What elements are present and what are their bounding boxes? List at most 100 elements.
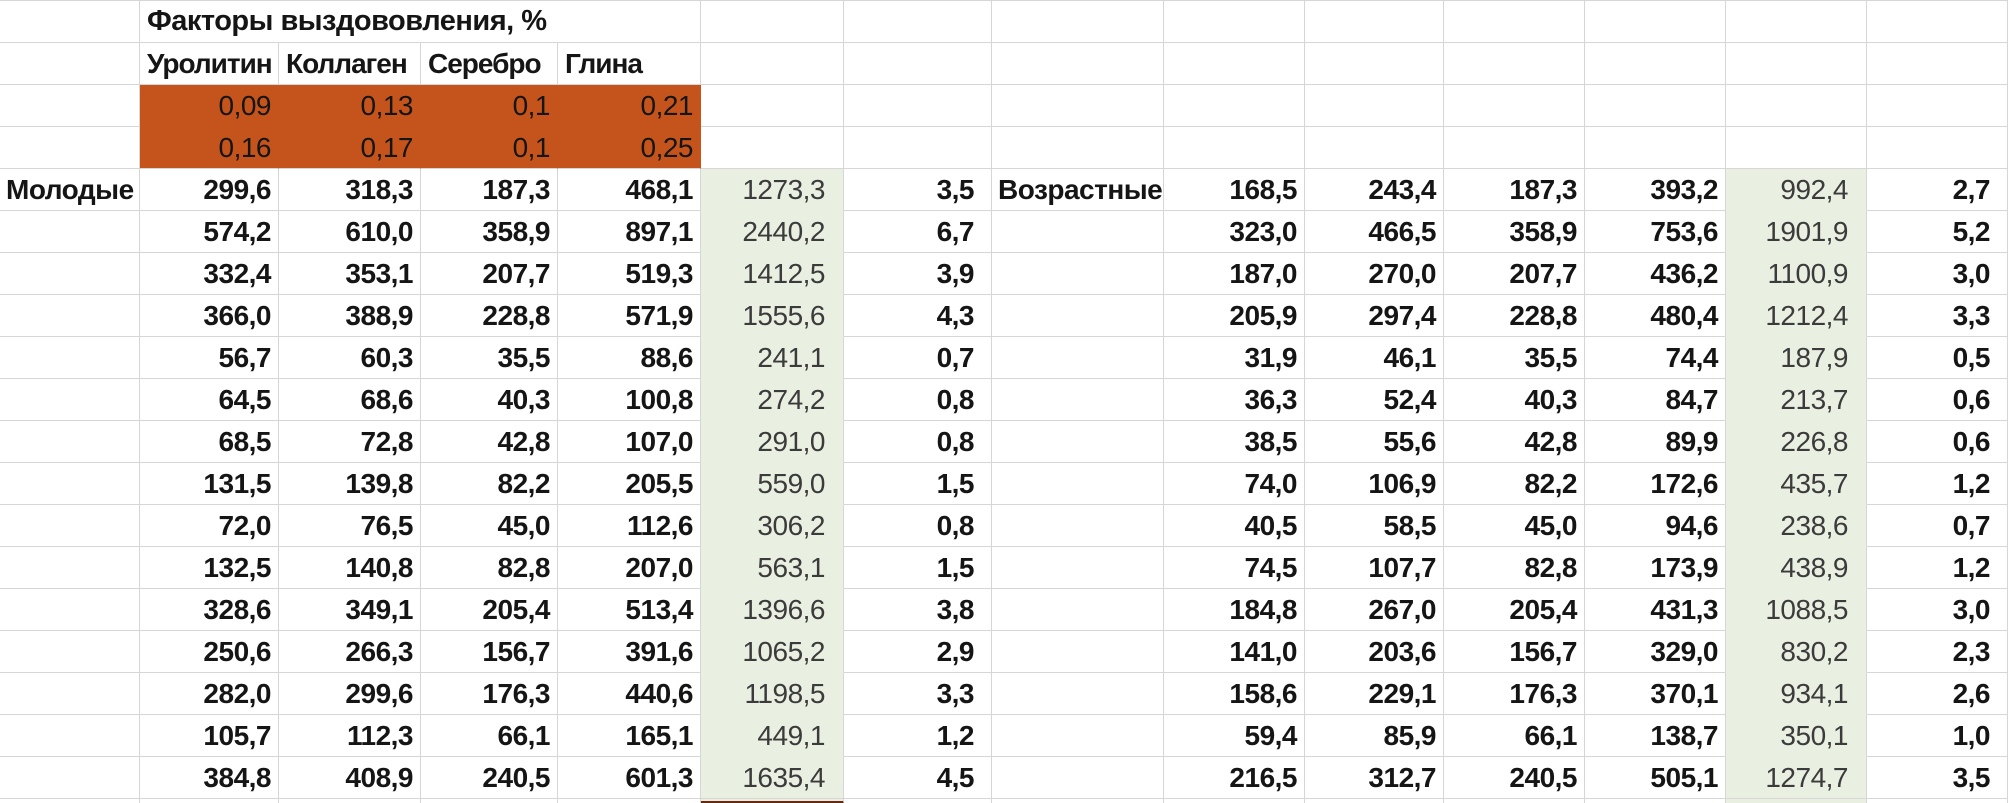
sum-cell[interactable]: 238,6: [1726, 505, 1867, 547]
value-cell[interactable]: 505,1: [1585, 757, 1726, 799]
value-cell[interactable]: 228,8: [1444, 295, 1585, 337]
value-cell[interactable]: 205,5: [558, 463, 701, 505]
empty-cell[interactable]: [0, 547, 140, 589]
factor-value-cell[interactable]: 0,13: [279, 85, 421, 127]
value-cell[interactable]: 100,8: [558, 379, 701, 421]
value-cell[interactable]: 112,3: [279, 715, 421, 757]
column-header-urolitin[interactable]: Уролитин: [140, 43, 279, 85]
empty-cell[interactable]: [0, 379, 140, 421]
empty-cell[interactable]: [1585, 43, 1726, 85]
value-cell[interactable]: 60,3: [279, 337, 421, 379]
ratio-cell[interactable]: 4,3: [844, 295, 992, 337]
group-label-young[interactable]: Молодые: [0, 169, 140, 211]
ratio-cell[interactable]: 3,5: [1867, 757, 2008, 799]
ratio-cell[interactable]: 3,3: [844, 673, 992, 715]
value-cell[interactable]: 40,5: [1164, 505, 1305, 547]
empty-cell[interactable]: [0, 211, 140, 253]
value-cell[interactable]: 40,3: [421, 379, 558, 421]
empty-cell[interactable]: [844, 43, 992, 85]
empty-cell[interactable]: [992, 631, 1164, 673]
column-header-kollagen[interactable]: Коллаген: [279, 43, 421, 85]
value-cell[interactable]: 176,3: [1444, 673, 1585, 715]
factor-value-cell[interactable]: 0,25: [558, 127, 701, 169]
value-cell[interactable]: 297,4: [1305, 295, 1444, 337]
sum-cell[interactable]: 830,2: [1726, 631, 1867, 673]
ratio-cell[interactable]: 1,2: [844, 715, 992, 757]
empty-cell[interactable]: [0, 463, 140, 505]
value-cell[interactable]: 408,9: [279, 757, 421, 799]
value-cell[interactable]: 59,4: [1164, 715, 1305, 757]
empty-cell[interactable]: [0, 589, 140, 631]
value-cell[interactable]: 56,7: [140, 337, 279, 379]
empty-cell[interactable]: [1444, 1, 1585, 43]
sum-cell[interactable]: 274,2: [701, 379, 844, 421]
value-cell[interactable]: 318,3: [279, 169, 421, 211]
value-cell[interactable]: 187,0: [1164, 253, 1305, 295]
empty-cell[interactable]: [844, 127, 992, 169]
value-cell[interactable]: 207,0: [558, 547, 701, 589]
value-cell[interactable]: 35,5: [1444, 337, 1585, 379]
ratio-cell[interactable]: 4,5: [844, 757, 992, 799]
value-cell[interactable]: 94,6: [1585, 505, 1726, 547]
value-cell[interactable]: 299,6: [140, 169, 279, 211]
empty-cell[interactable]: [1585, 1, 1726, 43]
empty-cell[interactable]: [0, 253, 140, 295]
value-cell[interactable]: 266,3: [279, 631, 421, 673]
ratio-cell[interactable]: 3,8: [844, 589, 992, 631]
empty-cell[interactable]: [0, 715, 140, 757]
value-cell[interactable]: 58,5: [1305, 505, 1444, 547]
empty-cell[interactable]: [992, 43, 1164, 85]
value-cell[interactable]: 82,8: [421, 547, 558, 589]
ratio-cell[interactable]: 3,3: [1867, 295, 2008, 337]
value-cell[interactable]: 82,8: [1444, 547, 1585, 589]
value-cell[interactable]: 205,4: [1444, 589, 1585, 631]
ratio-cell[interactable]: 3,5: [844, 169, 992, 211]
value-cell[interactable]: 74,0: [1164, 463, 1305, 505]
value-cell[interactable]: 45,0: [421, 505, 558, 547]
value-cell[interactable]: 52,4: [1305, 379, 1444, 421]
ratio-cell[interactable]: 0,6: [1867, 379, 2008, 421]
value-cell[interactable]: 84,7: [1585, 379, 1726, 421]
value-cell[interactable]: 31,9: [1164, 337, 1305, 379]
value-cell[interactable]: 74,4: [1585, 337, 1726, 379]
ratio-cell[interactable]: 2,3: [1867, 631, 2008, 673]
empty-cell[interactable]: [844, 1, 992, 43]
empty-cell[interactable]: [0, 43, 140, 85]
value-cell[interactable]: 358,9: [421, 211, 558, 253]
ratio-cell[interactable]: 1,2: [1867, 547, 2008, 589]
empty-cell[interactable]: [701, 85, 844, 127]
value-cell[interactable]: 328,6: [140, 589, 279, 631]
value-cell[interactable]: 156,7: [1444, 631, 1585, 673]
ratio-cell[interactable]: 2,7: [1867, 169, 2008, 211]
value-cell[interactable]: 72,8: [279, 421, 421, 463]
factor-value-cell[interactable]: 0,1: [421, 127, 558, 169]
empty-cell[interactable]: [0, 505, 140, 547]
value-cell[interactable]: 88,6: [558, 337, 701, 379]
value-cell[interactable]: 519,3: [558, 253, 701, 295]
empty-cell[interactable]: [1305, 1, 1444, 43]
value-cell[interactable]: 388,9: [279, 295, 421, 337]
empty-cell[interactable]: [1867, 43, 2008, 85]
value-cell[interactable]: 76,5: [279, 505, 421, 547]
empty-cell[interactable]: [1726, 127, 1867, 169]
value-cell[interactable]: 391,6: [558, 631, 701, 673]
sum-cell[interactable]: 187,9: [1726, 337, 1867, 379]
value-cell[interactable]: 106,9: [1305, 463, 1444, 505]
column-header-serebro[interactable]: Серебро: [421, 43, 558, 85]
ratio-cell[interactable]: 1,5: [844, 463, 992, 505]
empty-cell[interactable]: [1726, 85, 1867, 127]
ratio-cell[interactable]: 6,7: [844, 211, 992, 253]
sum-cell[interactable]: 449,1: [701, 715, 844, 757]
empty-cell[interactable]: [0, 295, 140, 337]
factor-value-cell[interactable]: 0,16: [140, 127, 279, 169]
value-cell[interactable]: 468,1: [558, 169, 701, 211]
empty-cell[interactable]: [1444, 85, 1585, 127]
empty-cell[interactable]: [992, 463, 1164, 505]
sum-cell[interactable]: 934,1: [1726, 673, 1867, 715]
empty-cell[interactable]: [992, 757, 1164, 799]
value-cell[interactable]: 753,6: [1585, 211, 1726, 253]
ratio-cell[interactable]: 3,0: [1867, 253, 2008, 295]
sum-cell[interactable]: 1274,7: [1726, 757, 1867, 799]
empty-cell[interactable]: [992, 253, 1164, 295]
value-cell[interactable]: 66,1: [1444, 715, 1585, 757]
